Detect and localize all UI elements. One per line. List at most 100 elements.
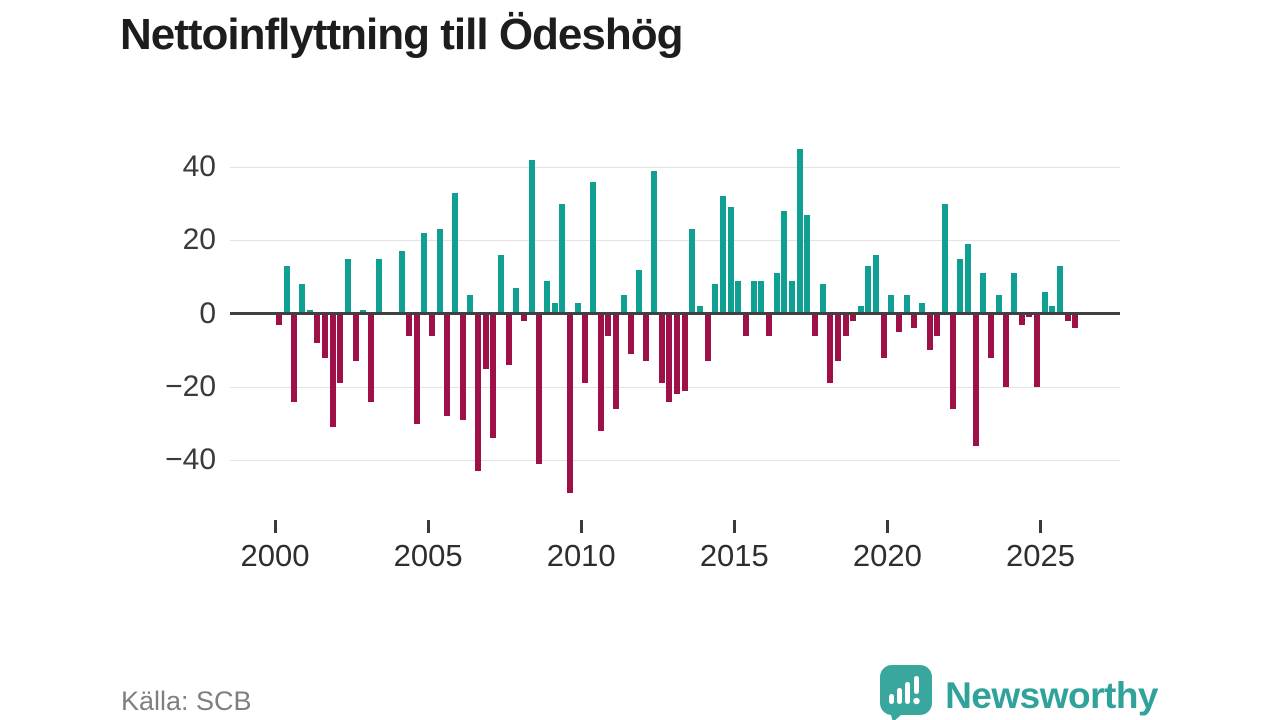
bar xyxy=(566,313,573,494)
bar xyxy=(1064,313,1071,321)
bar xyxy=(758,280,765,314)
bar xyxy=(597,313,604,431)
bar xyxy=(452,192,459,314)
bar xyxy=(804,214,811,314)
y-axis-label: 0 xyxy=(199,296,216,330)
bar xyxy=(1003,313,1010,387)
bar xyxy=(1056,265,1063,314)
bar xyxy=(689,229,696,314)
bar xyxy=(880,313,887,358)
bar xyxy=(788,280,795,314)
x-axis-label: 2005 xyxy=(393,538,463,573)
bar xyxy=(965,243,971,314)
bar xyxy=(704,313,711,362)
bar xyxy=(765,313,772,336)
bar xyxy=(513,287,520,314)
x-axis-label: 2000 xyxy=(240,538,310,573)
bar xyxy=(987,313,994,358)
bar xyxy=(283,265,290,314)
bar xyxy=(643,313,650,362)
bar xyxy=(536,313,543,464)
bar xyxy=(1041,291,1048,314)
bar xyxy=(666,313,673,402)
bar xyxy=(612,313,619,409)
bar xyxy=(995,295,1002,314)
bar xyxy=(528,159,535,314)
bar xyxy=(781,210,788,314)
y-axis-label: −40 xyxy=(165,443,216,477)
bar xyxy=(942,203,948,314)
bar xyxy=(857,306,864,314)
bar xyxy=(360,309,367,314)
bar xyxy=(459,313,466,420)
bar xyxy=(444,313,451,417)
bar xyxy=(1072,313,1079,329)
bar xyxy=(299,284,305,314)
x-axis-label: 2010 xyxy=(546,538,616,573)
bar xyxy=(949,313,956,409)
bar xyxy=(651,170,658,314)
bar xyxy=(773,273,780,314)
y-axis-label: 40 xyxy=(182,149,216,183)
bar xyxy=(421,232,428,314)
bar xyxy=(314,313,321,343)
bar xyxy=(896,313,903,332)
bar xyxy=(720,196,726,314)
x-axis-label: 2015 xyxy=(699,538,769,573)
gridline xyxy=(230,166,1120,168)
bar xyxy=(674,313,681,395)
bar xyxy=(796,148,803,314)
bar xyxy=(337,313,344,384)
bar xyxy=(827,313,834,384)
bar xyxy=(605,313,612,336)
zero-axis-line xyxy=(230,312,1120,315)
bar xyxy=(398,251,405,314)
bar xyxy=(628,313,635,354)
bar xyxy=(574,302,581,314)
bar xyxy=(842,313,849,336)
bar xyxy=(712,284,719,314)
bar xyxy=(367,313,374,402)
bar xyxy=(467,295,474,314)
bar xyxy=(406,313,413,336)
bar xyxy=(635,269,642,314)
x-axis-label: 2020 xyxy=(852,538,922,573)
bar xyxy=(436,229,443,314)
bar xyxy=(834,313,841,362)
bar xyxy=(681,313,688,391)
bar xyxy=(750,280,757,314)
bar xyxy=(475,313,481,472)
newsworthy-logo: Newsworthy xyxy=(879,664,1158,720)
x-axis-tick xyxy=(885,520,889,533)
bar xyxy=(1049,306,1056,314)
bar xyxy=(375,258,382,314)
bar xyxy=(321,313,328,358)
x-axis-tick xyxy=(1039,520,1042,533)
bar xyxy=(888,295,895,314)
x-axis-tick xyxy=(732,520,736,533)
bar xyxy=(811,313,818,336)
bar xyxy=(980,273,987,314)
bar xyxy=(919,302,925,314)
bar xyxy=(543,280,550,314)
x-axis-tick xyxy=(579,520,583,533)
brand-name: Newsworthy xyxy=(945,674,1158,716)
gridline xyxy=(230,240,1120,242)
bar xyxy=(735,280,742,314)
bar xyxy=(903,295,910,314)
bar xyxy=(521,313,527,321)
bar xyxy=(1033,313,1040,387)
bar xyxy=(413,313,420,424)
bar xyxy=(972,313,979,446)
y-axis-label: 20 xyxy=(182,223,216,257)
bar xyxy=(291,313,298,402)
bar xyxy=(743,313,749,336)
bar xyxy=(306,309,313,314)
bar xyxy=(559,203,566,314)
bar xyxy=(429,313,436,336)
bar xyxy=(620,295,627,314)
bar xyxy=(727,207,734,314)
bar xyxy=(1026,313,1033,318)
x-axis-tick xyxy=(426,520,430,533)
bar xyxy=(819,284,826,314)
